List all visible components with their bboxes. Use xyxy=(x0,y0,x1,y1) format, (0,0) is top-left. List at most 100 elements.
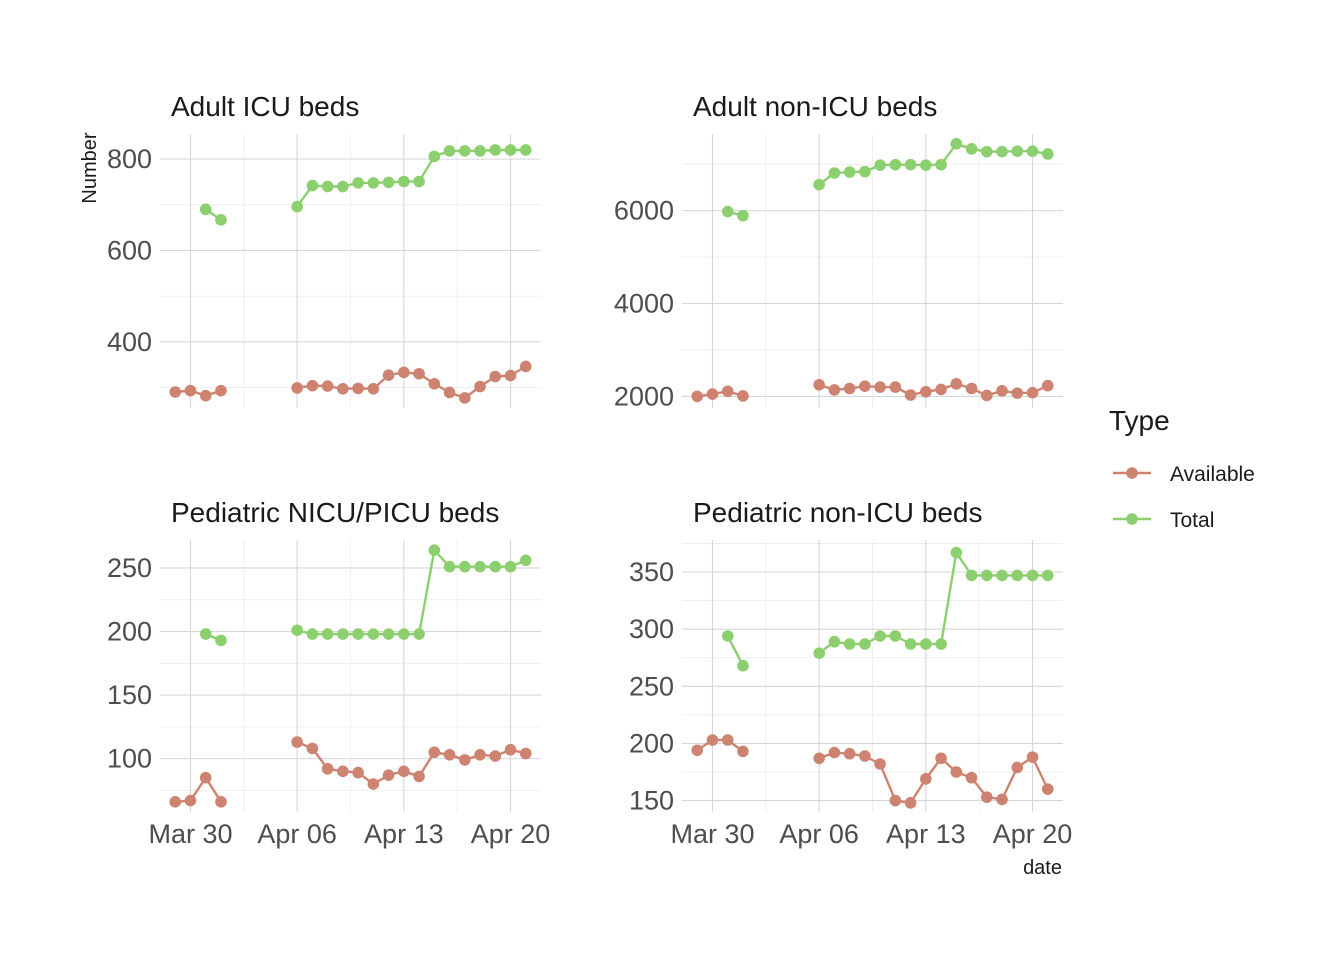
data-point xyxy=(291,200,303,213)
data-point xyxy=(367,628,380,640)
data-point xyxy=(459,145,471,157)
data-point xyxy=(352,382,364,395)
data-point xyxy=(321,762,334,775)
data-point xyxy=(352,628,364,640)
data-point xyxy=(199,771,212,784)
data-point xyxy=(920,638,932,650)
data-point xyxy=(459,392,471,404)
panel-3: 150 200 250 300 350 Mar 30 Apr 06 Apr 13 Apr 20 P… xyxy=(629,497,1072,849)
series-available xyxy=(691,378,1054,403)
series-available xyxy=(169,736,532,808)
legend-label: Total xyxy=(1170,509,1214,532)
y-tick-label: 2000 xyxy=(614,381,674,411)
data-point xyxy=(199,628,212,640)
data-point xyxy=(413,367,425,380)
data-point xyxy=(889,794,902,807)
data-point xyxy=(215,214,227,226)
series-line xyxy=(697,390,744,398)
data-point xyxy=(519,554,532,567)
data-point xyxy=(519,144,532,156)
data-point xyxy=(1011,569,1024,582)
y-tick-label: 150 xyxy=(107,680,152,710)
data-point xyxy=(965,143,978,155)
data-point xyxy=(813,647,825,659)
x-tick-label: Apr 20 xyxy=(471,819,551,849)
legend-key-point xyxy=(1126,467,1138,479)
data-point xyxy=(1041,569,1054,582)
data-point xyxy=(859,638,871,650)
series-line xyxy=(175,776,223,803)
data-point xyxy=(965,382,978,395)
data-point xyxy=(337,383,349,395)
data-point xyxy=(215,634,227,647)
data-point xyxy=(904,797,917,809)
data-point xyxy=(721,385,734,398)
data-point xyxy=(184,384,197,397)
data-point xyxy=(721,734,734,746)
data-point xyxy=(489,144,502,156)
data-point xyxy=(382,176,395,189)
data-point xyxy=(352,177,364,189)
data-point xyxy=(519,747,532,760)
series-line xyxy=(175,389,222,397)
data-point xyxy=(706,734,719,746)
data-point xyxy=(920,159,932,171)
data-point xyxy=(904,389,917,401)
y-tick-label: 350 xyxy=(629,557,674,587)
data-point xyxy=(504,369,517,382)
data-point xyxy=(828,635,841,648)
y-tick-label: 4000 xyxy=(614,289,674,319)
data-point xyxy=(904,638,917,650)
data-point xyxy=(996,385,1008,397)
data-point xyxy=(874,758,886,770)
series-total xyxy=(721,546,1054,672)
data-point xyxy=(398,175,410,188)
series-line xyxy=(818,551,1048,655)
y-tick-label: 800 xyxy=(107,144,152,174)
legend-item-total: Total xyxy=(1113,509,1214,532)
y-tick-label: 250 xyxy=(107,553,152,583)
data-point xyxy=(935,158,947,171)
series-line xyxy=(296,148,526,208)
data-point xyxy=(874,381,886,393)
data-point xyxy=(367,383,380,395)
panel-0: 400 600 800 Adult ICU beds xyxy=(107,91,541,408)
x-tick-label: Apr 13 xyxy=(886,819,966,849)
data-point xyxy=(398,366,410,379)
panels-layer: 400 600 800 Adult ICU beds 2000 4000 6000 Adult… xyxy=(107,91,1072,849)
data-point xyxy=(169,386,182,398)
data-point xyxy=(996,793,1008,806)
data-point xyxy=(1041,783,1054,795)
data-point xyxy=(413,770,425,783)
y-tick-label: 250 xyxy=(629,671,674,701)
data-point xyxy=(306,179,319,192)
data-point xyxy=(950,766,963,778)
data-point xyxy=(691,744,704,757)
data-point xyxy=(474,380,486,393)
data-point xyxy=(904,158,917,171)
data-point xyxy=(981,791,993,803)
data-point xyxy=(813,178,825,191)
data-point xyxy=(215,384,227,397)
data-point xyxy=(443,749,456,761)
data-point xyxy=(398,765,410,778)
data-point xyxy=(306,379,319,392)
data-point xyxy=(1026,386,1039,399)
panel-title: Adult non-ICU beds xyxy=(693,91,937,122)
data-point xyxy=(474,560,486,573)
data-point xyxy=(1026,751,1039,763)
data-point xyxy=(950,378,963,390)
data-point xyxy=(981,569,993,582)
legend: Type Available Total xyxy=(1109,405,1255,532)
legend-title: Type xyxy=(1109,405,1170,436)
data-point xyxy=(291,382,303,394)
data-point xyxy=(443,145,456,157)
data-point xyxy=(1026,145,1039,157)
data-point xyxy=(489,560,502,573)
data-point xyxy=(813,752,825,765)
data-point xyxy=(184,794,197,807)
series-line xyxy=(296,549,527,636)
data-point xyxy=(813,378,825,391)
panel-title: Adult ICU beds xyxy=(171,91,359,122)
data-point xyxy=(889,158,902,171)
